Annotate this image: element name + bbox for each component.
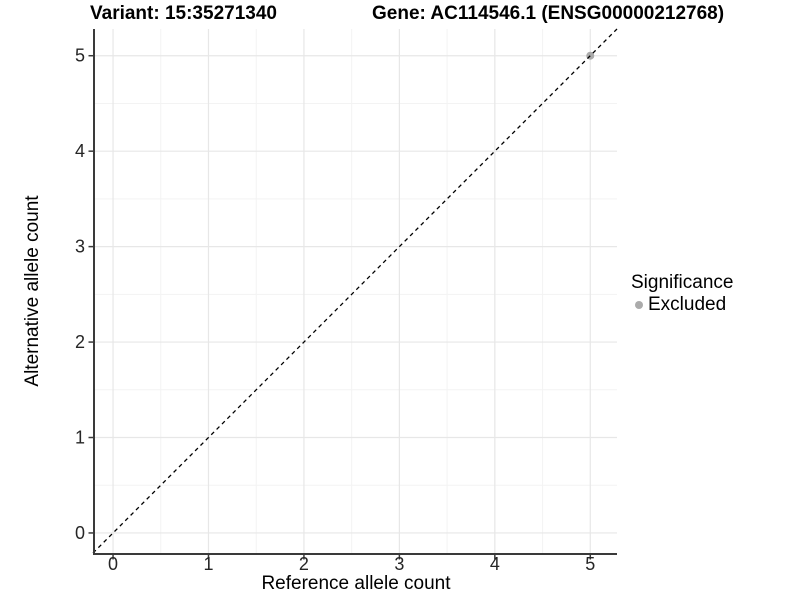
- y-axis-title: Alternative allele count: [22, 195, 43, 387]
- y-tick-label: 5: [75, 46, 85, 66]
- legend: Significance Excluded: [631, 272, 733, 316]
- x-tick-label: 2: [299, 554, 309, 574]
- y-tick-label: 0: [75, 523, 85, 543]
- legend-title: Significance: [631, 272, 734, 293]
- x-tick-label: 3: [394, 554, 404, 574]
- x-tick-label: 1: [203, 554, 213, 574]
- x-tick-label: 0: [108, 554, 118, 574]
- y-tick-label: 2: [75, 332, 85, 352]
- y-tick-label: 4: [75, 141, 85, 161]
- legend-item-label: Excluded: [648, 294, 727, 315]
- variant-title: Variant: 15:35271340: [90, 3, 277, 24]
- x-tick-label: 5: [585, 554, 595, 574]
- y-tick-label: 3: [75, 237, 85, 257]
- x-tick-label: 4: [490, 554, 500, 574]
- legend-item-excluded: Excluded: [631, 294, 733, 316]
- excluded-swatch-icon: [635, 301, 643, 309]
- y-tick-label: 1: [75, 428, 85, 448]
- gene-title: Gene: AC114546.1 (ENSG00000212768): [372, 3, 725, 24]
- x-axis-title: Reference allele count: [261, 573, 451, 594]
- identity-line: [92, 28, 618, 554]
